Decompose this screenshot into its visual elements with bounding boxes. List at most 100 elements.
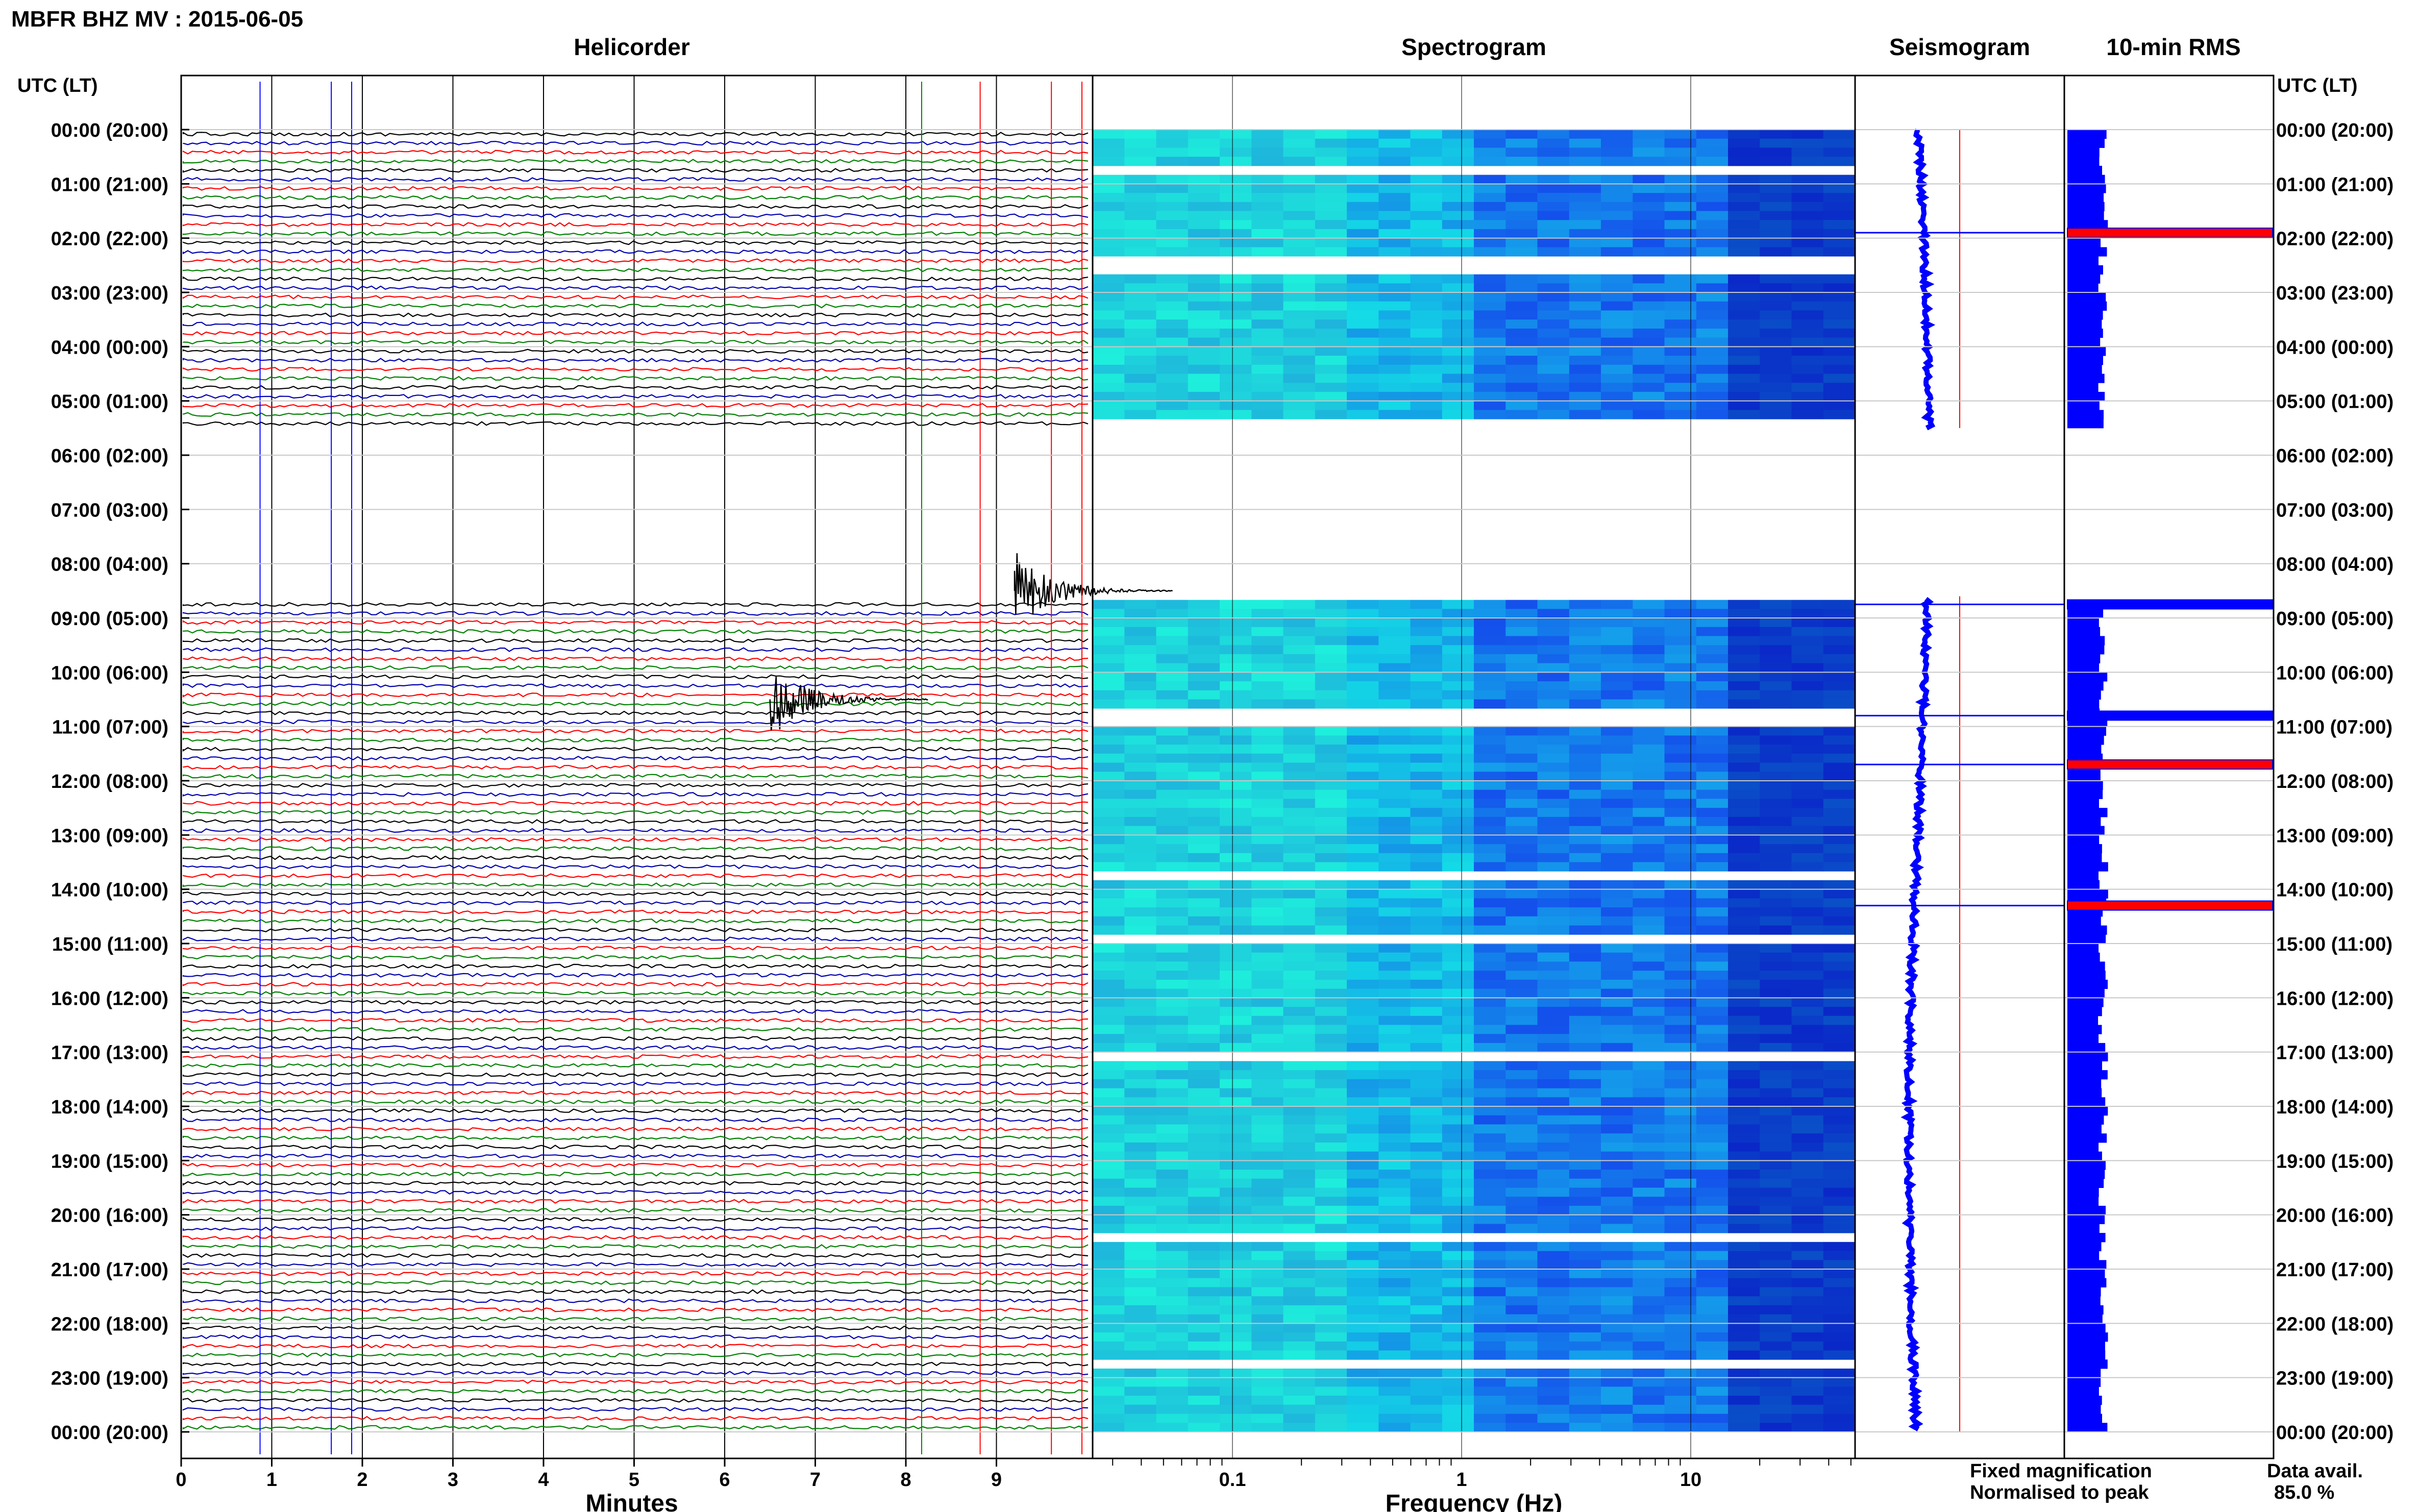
spectrogram-cell <box>1791 988 1824 998</box>
spectrogram-cell <box>1093 1160 1125 1170</box>
spectrogram-cell <box>1474 310 1507 320</box>
helicorder-trace <box>182 1307 1089 1312</box>
spectrogram-cell <box>1251 1323 1284 1333</box>
spectrogram-cell <box>1601 672 1634 682</box>
spectrogram-cell <box>1537 1314 1570 1324</box>
spectrogram-cell <box>1474 356 1507 365</box>
time-tick-label-left: 23:00 (19:00) <box>51 1368 168 1390</box>
spectrogram-cell <box>1633 1314 1665 1324</box>
spectrogram-cell <box>1791 1151 1824 1161</box>
spectrogram-cell <box>1760 138 1792 148</box>
spectrogram-cell <box>1537 410 1570 419</box>
spectrogram-cell <box>1315 1079 1348 1088</box>
spectrogram-cell <box>1251 609 1284 618</box>
spectrogram-cell <box>1220 772 1252 781</box>
spectrogram-cell <box>1442 410 1475 419</box>
spectrogram-cell <box>1791 952 1824 962</box>
spectrogram-cell <box>1569 1170 1602 1179</box>
spectrogram-cell <box>1505 1061 1538 1071</box>
spectrogram-cell <box>1601 274 1634 284</box>
spectrogram-cell <box>1791 1070 1824 1080</box>
spectrogram-cell <box>1347 853 1379 862</box>
spectrogram-cell <box>1378 1197 1411 1206</box>
spectrogram-cell <box>1505 1296 1538 1306</box>
spectrogram-cell <box>1156 346 1189 356</box>
spectrogram-cell <box>1505 916 1538 926</box>
spectrogram-cell <box>1251 147 1284 157</box>
spectrogram-cell <box>1347 880 1379 890</box>
spectrogram-cell <box>1633 789 1665 799</box>
spectrogram-cell <box>1315 979 1348 989</box>
spectrogram-cell <box>1760 826 1792 835</box>
spectrogram-cell <box>1283 184 1316 193</box>
spectrogram-cell <box>1760 1278 1792 1287</box>
spectrogram-cell <box>1188 238 1221 247</box>
spectrogram-cell <box>1347 1097 1379 1107</box>
spectrogram-cell <box>1601 1314 1634 1324</box>
helicorder-trace <box>182 231 1089 236</box>
spectrogram-cell <box>1220 175 1252 184</box>
spectrogram-cell <box>1569 283 1602 293</box>
spectrogram-cell <box>1283 880 1316 890</box>
spectrogram-cell <box>1791 1224 1824 1233</box>
spectrogram-cell <box>1347 229 1379 239</box>
spectrogram-cell <box>1569 274 1602 284</box>
spectrogram-cell <box>1442 609 1475 618</box>
spectrogram-cell <box>1537 1151 1570 1161</box>
spectrogram-cell <box>1124 1287 1157 1297</box>
spectrogram-cell <box>1537 1070 1570 1080</box>
spectrogram-cell <box>1347 1368 1379 1378</box>
spectrogram-cell <box>1220 1414 1252 1423</box>
spectrogram-cell <box>1188 283 1221 293</box>
spectrogram-cell <box>1315 274 1348 284</box>
minutes-axis-title: Minutes <box>585 1490 678 1512</box>
spectrogram-cell <box>1251 1260 1284 1270</box>
spectrogram-cell <box>1664 1368 1697 1378</box>
spectrogram-cell <box>1664 1197 1697 1206</box>
spectrogram-cell <box>1633 1133 1665 1143</box>
spectrogram-cell <box>1696 600 1729 609</box>
spectrogram-cell <box>1823 1043 1856 1053</box>
spectrogram-cell <box>1505 1404 1538 1414</box>
spectrogram-cell <box>1664 1106 1697 1116</box>
spectrogram-cell <box>1760 1214 1792 1224</box>
helicorder-trace <box>182 1407 1089 1412</box>
spectrogram-cell <box>1569 1133 1602 1143</box>
spectrogram-cell <box>1537 1368 1570 1378</box>
spectrogram-cell <box>1442 1106 1475 1116</box>
spectrogram-cell <box>1601 319 1634 329</box>
spectrogram-cell <box>1696 1260 1729 1270</box>
spectrogram-cell <box>1347 247 1379 257</box>
spectrogram-cell <box>1251 383 1284 392</box>
spectrogram-cell <box>1696 1106 1729 1116</box>
spectrogram-cell <box>1442 1260 1475 1270</box>
spectrogram-cell <box>1728 735 1761 745</box>
helicorder-trace <box>182 891 1089 897</box>
spectrogram-cell <box>1760 772 1792 781</box>
spectrogram-cell <box>1410 364 1443 374</box>
spectrogram-cell <box>1124 1305 1157 1315</box>
spectrogram-cell <box>1664 1296 1697 1306</box>
spectrogram-cell <box>1188 853 1221 862</box>
spectrogram-cell <box>1283 916 1316 926</box>
spectrogram-cell <box>1410 762 1443 772</box>
spectrogram-cell <box>1696 889 1729 899</box>
spectrogram-cell <box>1633 292 1665 302</box>
spectrogram-cell <box>1156 907 1189 917</box>
spectrogram-cell <box>1093 618 1125 628</box>
spectrogram-cell <box>1537 772 1570 781</box>
spectrogram-cell <box>1283 609 1316 618</box>
spectrogram-cell <box>1315 1314 1348 1324</box>
spectrogram-cell <box>1124 1133 1157 1143</box>
spectrogram-cell <box>1124 147 1157 157</box>
spectrogram-cell <box>1442 1124 1475 1134</box>
spectrogram-cell <box>1505 374 1538 383</box>
helicorder-trace <box>182 720 1089 725</box>
spectrogram-cell <box>1791 292 1824 302</box>
spectrogram-cell <box>1093 138 1125 148</box>
spectrogram-cell <box>1505 1043 1538 1053</box>
spectrogram-cell <box>1410 184 1443 193</box>
spectrogram-cell <box>1315 193 1348 203</box>
spectrogram-cell <box>1124 157 1157 166</box>
spectrogram-cell <box>1442 1178 1475 1188</box>
